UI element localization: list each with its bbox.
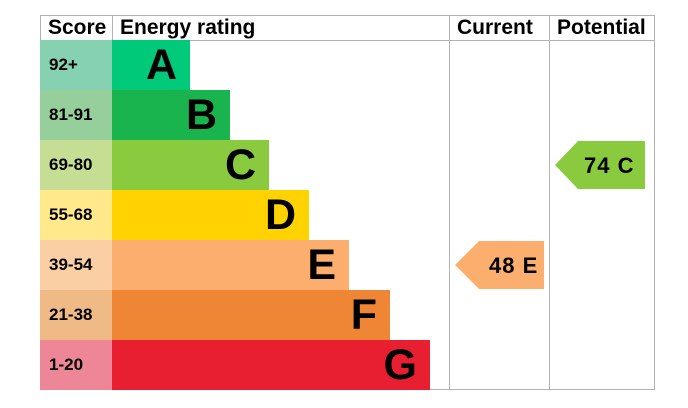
svg-text:74 C: 74 C (584, 153, 634, 178)
svg-text:48 E: 48 E (489, 253, 538, 278)
